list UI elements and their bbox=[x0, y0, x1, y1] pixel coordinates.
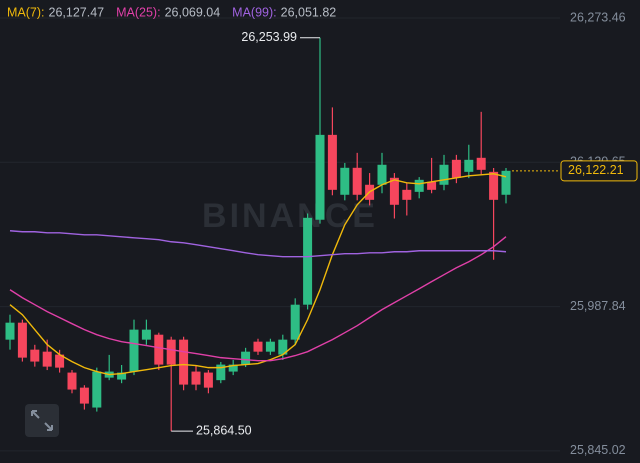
candle-body bbox=[30, 349, 40, 362]
expand-button[interactable] bbox=[25, 404, 59, 437]
legend-name: MA(25): bbox=[116, 5, 160, 19]
candle-body bbox=[340, 167, 350, 195]
candle-body bbox=[389, 177, 399, 205]
low-label: 25,864.50 bbox=[196, 423, 252, 437]
candle-body bbox=[55, 354, 65, 368]
candle-body bbox=[129, 329, 139, 372]
candle-body bbox=[402, 189, 412, 200]
candle-body bbox=[290, 304, 300, 340]
y-tick-label: 26,273.46 bbox=[570, 10, 626, 24]
expand-button-bg[interactable] bbox=[25, 404, 59, 437]
candle-body bbox=[191, 371, 201, 385]
candle-body bbox=[489, 171, 499, 200]
legend-value: 26,069.04 bbox=[165, 5, 221, 19]
y-tick-label: 25,987.84 bbox=[570, 299, 626, 313]
candle-body bbox=[67, 372, 77, 390]
candle-body bbox=[241, 351, 251, 365]
y-tick-label: 25,845.02 bbox=[570, 443, 626, 457]
last-price-box bbox=[560, 160, 638, 182]
candle-body bbox=[92, 371, 102, 408]
candle-body bbox=[501, 170, 511, 195]
candle-body bbox=[265, 341, 275, 352]
candle-body bbox=[228, 364, 238, 372]
candle-body bbox=[303, 217, 313, 305]
candle-body bbox=[451, 159, 461, 178]
candle-body bbox=[464, 159, 474, 172]
legend-value: 26,127.47 bbox=[49, 5, 105, 19]
ma-line bbox=[9, 236, 507, 362]
candle-body bbox=[253, 341, 263, 352]
watermark: BINANCE bbox=[202, 197, 378, 235]
candle-body bbox=[315, 134, 325, 220]
legend-name: MA(99): bbox=[232, 5, 276, 19]
ma-line bbox=[9, 173, 507, 376]
candle-body bbox=[377, 164, 387, 185]
last-price-label: 26,122.21 bbox=[568, 163, 624, 177]
candle-body bbox=[439, 164, 449, 185]
candle-body bbox=[166, 339, 176, 365]
candle-body bbox=[42, 351, 52, 367]
high-label: 26,253.99 bbox=[241, 30, 297, 44]
candle-body bbox=[414, 179, 424, 192]
candle-body bbox=[5, 322, 15, 340]
candle-body bbox=[154, 334, 164, 365]
candle-body bbox=[327, 134, 337, 190]
candle-body bbox=[352, 167, 362, 195]
candle-body bbox=[141, 329, 151, 340]
candle-body bbox=[79, 387, 89, 404]
candle-body bbox=[427, 181, 437, 190]
legend-value: 26,051.82 bbox=[281, 5, 337, 19]
ma-line bbox=[9, 230, 507, 258]
candle-body bbox=[179, 339, 189, 385]
candle-body bbox=[216, 364, 226, 381]
candle-body bbox=[17, 322, 27, 358]
expand-icon[interactable] bbox=[31, 410, 53, 431]
candle-body bbox=[117, 372, 127, 380]
candle-body bbox=[278, 339, 288, 355]
candle-body bbox=[476, 157, 486, 170]
candle-body bbox=[203, 372, 213, 388]
legend-name: MA(7): bbox=[7, 5, 45, 19]
